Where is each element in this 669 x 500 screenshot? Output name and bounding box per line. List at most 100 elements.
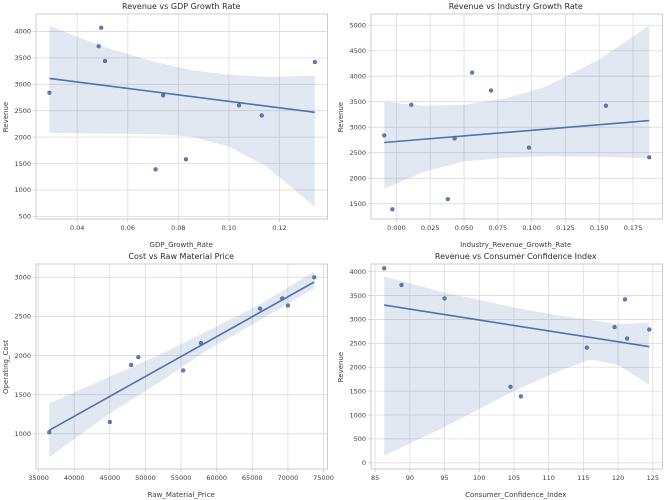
svg-text:3000: 3000 [349, 316, 366, 324]
x-axis-ticks: 0.04 0.06 0.08 0.10 0.12 [70, 219, 287, 232]
svg-text:1000: 1000 [349, 411, 366, 419]
scatter-points [381, 70, 651, 212]
svg-text:1000: 1000 [14, 186, 31, 194]
revenue-vs-consumer-confidence-chart: 85 90 95 100 105 110 115 120 125 0 500 1000 1500 2000… [349, 263, 663, 482]
data-point [280, 296, 285, 301]
svg-text:2000: 2000 [14, 133, 31, 141]
regression-line [48, 281, 315, 431]
svg-text:0.04: 0.04 [70, 224, 84, 232]
svg-text:2500: 2500 [14, 107, 31, 115]
y-axis-label: Revenue [336, 14, 346, 219]
svg-text:120: 120 [611, 474, 623, 482]
x-axis-label: Consumer_Confidence_Index [465, 491, 567, 499]
data-point [312, 59, 318, 65]
x-axis-label: GDP_Growth_Rate [149, 241, 213, 249]
svg-text:2500: 2500 [14, 313, 31, 321]
svg-text:500: 500 [19, 213, 31, 221]
confidence-band [49, 271, 315, 458]
svg-text:0.08: 0.08 [171, 224, 185, 232]
svg-text:2000: 2000 [14, 352, 31, 360]
data-point [441, 296, 447, 301]
svg-text:3000: 3000 [349, 124, 366, 132]
svg-text:500: 500 [353, 435, 365, 443]
y-axis-ticks: 1500 2000 2500 3000 3500 4000 4500 5000 [349, 22, 371, 208]
data-point [622, 297, 627, 302]
confidence-band [383, 276, 649, 456]
y-axis-ticks: 1000 1500 2000 2500 3000 [14, 274, 36, 438]
data-point [469, 70, 474, 75]
axes-spines [35, 13, 328, 220]
x-axis-label: Raw_Material_Price [147, 491, 215, 499]
data-point [161, 93, 166, 98]
svg-text:100: 100 [473, 474, 485, 482]
svg-text:35000: 35000 [28, 474, 49, 482]
scatter-points [47, 275, 317, 435]
data-point [129, 362, 134, 368]
svg-text:1500: 1500 [349, 387, 366, 395]
x-axis-label: Industry_Revenue_Growth_Rate [460, 241, 572, 249]
confidence-band [383, 25, 649, 189]
x-axis-ticks: 35000 40000 45000 50000 55000 60000 65000 70000… [28, 469, 334, 482]
svg-text:40000: 40000 [64, 474, 85, 482]
revenue-vs-gdp-chart: 0.04 0.06 0.08 0.10 0.12 500 1000 1500 2000 2500 3… [14, 13, 328, 232]
svg-text:0.10: 0.10 [222, 224, 236, 232]
svg-text:90: 90 [405, 474, 413, 482]
data-point [181, 368, 186, 373]
y-axis-label: Revenue [1, 14, 11, 219]
y-axis-ticks: 500 1000 1500 2000 2500 3000 3500 4000 [14, 28, 36, 221]
data-point [611, 324, 617, 330]
data-point [47, 90, 52, 95]
svg-text:0.075: 0.075 [488, 224, 507, 232]
svg-text:45000: 45000 [99, 474, 120, 482]
svg-text:2000: 2000 [349, 175, 366, 183]
confidence-band [49, 26, 315, 207]
data-point [285, 303, 291, 308]
data-point [526, 145, 531, 150]
data-point [236, 103, 242, 108]
svg-text:0.025: 0.025 [420, 224, 439, 232]
y-axis-label-text: Revenue [336, 351, 345, 382]
y-axis-label-text: Operating_Cost [2, 339, 10, 394]
data-point [198, 340, 204, 346]
svg-text:3500: 3500 [349, 98, 366, 106]
data-point [408, 102, 413, 107]
svg-text:1000: 1000 [14, 430, 31, 438]
plot-area [370, 264, 662, 469]
chart-title: Cost vs Raw Material Price [128, 252, 235, 261]
y-axis-ticks: 0 500 1000 1500 2000 2500 3000 3500 4000 [349, 268, 371, 467]
svg-text:4000: 4000 [14, 28, 31, 36]
svg-text:125: 125 [646, 474, 658, 482]
svg-text:3000: 3000 [14, 274, 31, 282]
svg-text:2500: 2500 [349, 340, 366, 348]
chart-title: Revenue vs Industry Growth Rate [448, 2, 583, 11]
grid-lines [36, 14, 328, 219]
svg-text:4500: 4500 [349, 47, 366, 55]
data-point [136, 354, 141, 360]
svg-text:0: 0 [361, 459, 365, 467]
data-point [107, 419, 112, 425]
svg-text:115: 115 [577, 474, 589, 482]
y-axis-label: Revenue [336, 264, 346, 469]
data-point [47, 430, 52, 435]
axes-spines [35, 263, 328, 470]
data-point [99, 25, 104, 30]
svg-text:2500: 2500 [349, 149, 366, 157]
data-point [257, 306, 263, 311]
svg-text:0.125: 0.125 [556, 224, 575, 232]
scatter-points [47, 25, 318, 172]
y-axis-label-text: Revenue [336, 101, 345, 132]
data-point [381, 266, 386, 271]
scatter-points [381, 266, 651, 399]
y-axis-label-text: Revenue [2, 101, 10, 132]
subplot-revenue-vs-gdp-growth-rate: 0.04 0.06 0.08 0.10 0.12 500 1000 1500 2000 2500 3… [0, 0, 335, 250]
data-point [381, 133, 386, 138]
svg-text:4000: 4000 [349, 268, 366, 276]
svg-text:75000: 75000 [313, 474, 334, 482]
svg-text:3500: 3500 [14, 54, 31, 62]
subplot-revenue-vs-consumer-confidence: 85 90 95 100 105 110 115 120 125 0 500 1000 1500 2000… [335, 250, 669, 500]
data-point [445, 196, 450, 202]
data-point [624, 336, 629, 341]
svg-text:1500: 1500 [349, 200, 366, 208]
svg-text:0.150: 0.150 [589, 224, 608, 232]
